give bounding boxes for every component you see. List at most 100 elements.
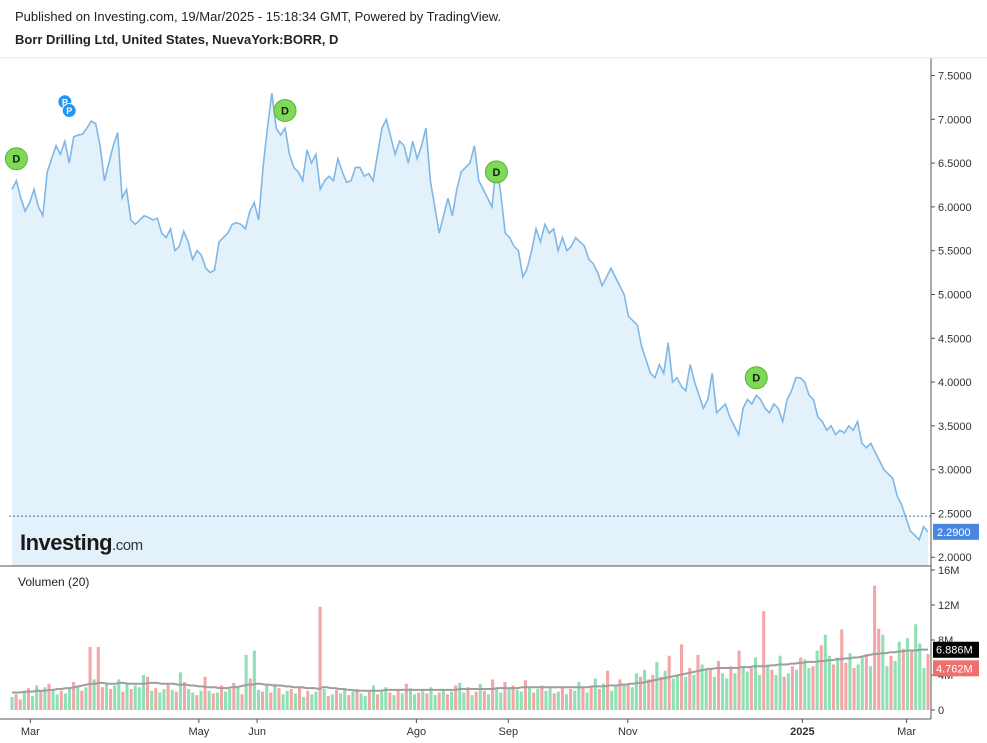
- x-tick-label: Mar: [897, 726, 916, 738]
- volume-bar: [873, 585, 877, 710]
- volume-last-badge: [933, 660, 979, 677]
- volume-bar: [528, 687, 532, 710]
- price-area-fill: [12, 93, 928, 566]
- x-tick-label: May: [188, 726, 209, 738]
- volume-bar: [154, 688, 158, 711]
- volume-bar: [560, 686, 564, 711]
- dividend-marker[interactable]: D: [484, 160, 508, 184]
- volume-bar: [897, 641, 901, 710]
- volume-bar: [885, 666, 889, 710]
- volume-bar: [404, 683, 408, 710]
- volume-bar: [211, 693, 215, 711]
- volume-bar: [725, 678, 729, 710]
- volume-bar: [651, 675, 655, 710]
- volume-bar: [417, 692, 421, 710]
- volume-bar: [330, 694, 334, 710]
- volume-bar: [100, 687, 104, 710]
- volume-bar: [601, 683, 606, 710]
- volume-bar: [63, 693, 67, 711]
- dividend-marker[interactable]: D: [273, 99, 297, 123]
- volume-bar: [141, 675, 145, 710]
- volume-bar: [384, 687, 388, 710]
- volume-bar: [84, 687, 88, 710]
- volume-bar: [363, 696, 367, 710]
- volume-bar: [281, 694, 285, 710]
- dividend-marker[interactable]: D: [4, 147, 28, 171]
- price-tick-label: 5.0000: [938, 289, 972, 301]
- volume-bar: [733, 673, 737, 710]
- volume-bar: [252, 650, 256, 710]
- volume-bar: [515, 689, 519, 711]
- price-tick-label: 4.0000: [938, 377, 972, 389]
- last-price-badge: [933, 523, 979, 540]
- volume-bar: [708, 668, 712, 710]
- volume-bar: [88, 647, 92, 710]
- dividend-marker[interactable]: D: [744, 366, 768, 390]
- volume-bar: [371, 685, 376, 710]
- volume-bar: [536, 689, 540, 710]
- volume-bar: [643, 669, 647, 710]
- volume-bar: [819, 645, 823, 710]
- volume-bar: [437, 692, 441, 710]
- price-tick-label: 6.5000: [938, 158, 972, 170]
- volume-bar: [864, 654, 868, 710]
- event-marker-label: D: [12, 154, 20, 166]
- volume-bar: [195, 695, 199, 711]
- volume-bar: [544, 690, 548, 710]
- volume-bar: [236, 687, 240, 710]
- volume-bar: [347, 695, 351, 711]
- volume-bar: [782, 676, 786, 710]
- volume-bar: [162, 689, 166, 710]
- x-tick-label: Mar: [21, 726, 40, 738]
- event-marker-label: D: [492, 167, 500, 179]
- volume-bar: [877, 628, 881, 711]
- volume-bar: [704, 669, 708, 710]
- volume-bar: [277, 688, 281, 711]
- volume-bar: [150, 690, 154, 710]
- volume-bar: [318, 606, 322, 710]
- volume-bar: [55, 694, 59, 710]
- volume-bar: [125, 683, 129, 710]
- volume-bar: [339, 693, 343, 711]
- volume-bar: [293, 693, 297, 711]
- dividend-marker-circle: [484, 160, 508, 184]
- volume-bar: [770, 669, 774, 710]
- volume-bar: [552, 693, 556, 711]
- volume-bar: [523, 680, 527, 710]
- volume-bar: [729, 666, 733, 710]
- volume-bar: [630, 687, 634, 710]
- price-tick-label: 5.5000: [938, 246, 972, 258]
- dividend-marker-circle: [4, 147, 28, 171]
- volume-bar: [285, 690, 289, 710]
- volume-bar: [445, 694, 449, 710]
- volume-bar: [532, 692, 536, 710]
- volume-bar: [856, 664, 860, 710]
- logo-main: Investing: [20, 530, 113, 555]
- volume-bar: [548, 688, 552, 711]
- price-line: [11, 92, 929, 542]
- volume-bar: [39, 690, 43, 710]
- split-marker[interactable]: P: [61, 103, 77, 119]
- volume-bar: [322, 689, 326, 710]
- price-tick-label: 7.0000: [938, 114, 972, 126]
- volume-bar: [811, 666, 815, 710]
- volume-bar: [482, 690, 486, 710]
- volume-bar: [799, 657, 803, 710]
- volume-bar: [392, 695, 396, 711]
- volume-bar: [901, 648, 905, 710]
- price-tick-label: 3.0000: [938, 465, 972, 477]
- volume-bar: [766, 664, 770, 710]
- volume-bar: [425, 693, 429, 711]
- volume-bar: [762, 611, 766, 711]
- volume-bar: [273, 683, 277, 710]
- volume-bar: [376, 694, 380, 710]
- volume-bar: [827, 655, 831, 710]
- volume-bar: [244, 654, 248, 711]
- volume-bar: [905, 638, 909, 710]
- volume-bar: [51, 689, 55, 710]
- volume-bar: [675, 675, 679, 710]
- volume-bar: [688, 668, 692, 710]
- moving-average-value: 6.886M: [936, 645, 973, 657]
- volume-panel-label: Volumen (20): [18, 575, 90, 589]
